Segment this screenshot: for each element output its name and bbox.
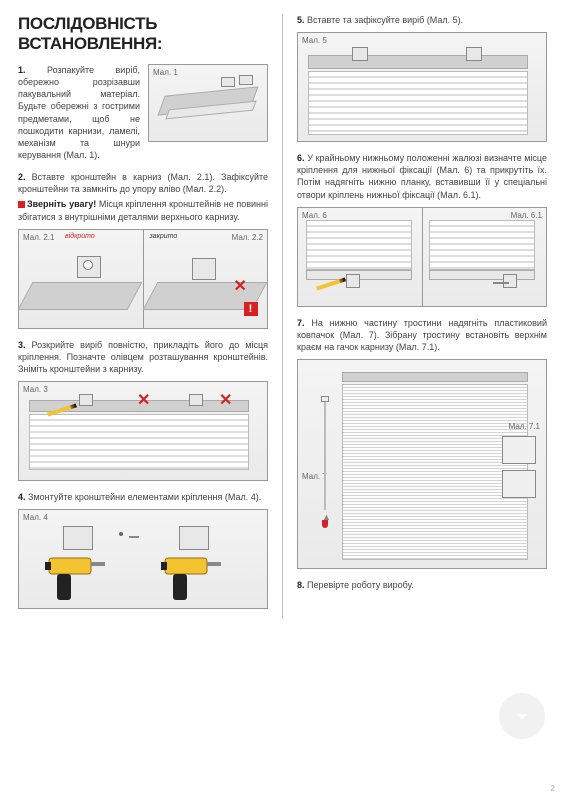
step-2-text: 2. Вставте кронштейн в карниз (Мал. 2.1)… [18,171,268,195]
step-7: 7. На нижню частину тростини надягніть п… [297,317,547,569]
figure-1: Мал. 1 [148,64,268,142]
step-4-text: 4. Змонтуйте кронштейни елементами кріпл… [18,491,268,503]
figure-6-label: Мал. 6 [302,211,327,220]
figure-4: Мал. 4 [18,509,268,609]
warning-icon [18,201,25,208]
step-8-text: 8. Перевірте роботу виробу. [297,579,547,591]
open-label: відкрито [65,233,95,240]
page-title: ПОСЛІДОВНІСТЬ ВСТАНОВЛЕННЯ: [18,14,268,54]
figure-6-left: Мал. 6 [298,208,422,306]
figure-2-2: Мал. 2.2 закрито ✕ ! [143,230,268,328]
step-8: 8. Перевірте роботу виробу. [297,579,547,591]
warning-badge-icon: ! [244,302,258,316]
red-x-icon: ✕ [219,390,232,410]
step-2-warning: Зверніть увагу! Місця кріплення кронштей… [18,198,268,222]
step-3: 3. Розкрийте виріб повністю, прикладіть … [18,339,268,481]
figure-2-1-label: Мал. 2.1 [23,233,54,242]
figure-3-label: Мал. 3 [23,385,48,394]
figure-2-2-label: Мал. 2.2 [232,233,263,242]
step-5-text: 5. Вставте та зафіксуйте виріб (Мал. 5). [297,14,547,26]
right-column: 5. Вставте та зафіксуйте виріб (Мал. 5).… [297,14,547,619]
figure-7-1-label: Мал. 7.1 [509,422,540,431]
figure-5: Мал. 5 [297,32,547,142]
figure-7: Мал. 7.1 Мал. 7 ▲ [297,359,547,569]
figure-1-label: Мал. 1 [153,68,178,77]
wand-icon [324,400,326,510]
figure-5-label: Мал. 5 [302,36,327,45]
figure-6: Мал. 6 Мал. 6.1 [297,207,547,307]
step-7-text: 7. На нижню частину тростини надягніть п… [297,317,547,353]
figure-2: Мал. 2.1 відкрито Мал. 2.2 закрито ✕ ! [18,229,268,329]
step-4: 4. Змонтуйте кронштейни елементами кріпл… [18,491,268,609]
page-number: 2 [551,784,555,793]
step-1: 1. Розпакуйте виріб, обережно розрізавши… [18,64,268,161]
drill-icon [39,552,109,606]
figure-6-1: Мал. 6.1 [422,208,547,306]
figure-6-1-label: Мал. 6.1 [511,211,542,220]
step-6-text: 6. У крайньому нижньому положенні жалюзі… [297,152,547,201]
scroll-down-overlay-icon [499,693,545,739]
page-root: ПОСЛІДОВНІСТЬ ВСТАНОВЛЕННЯ: 1. Розпакуйт… [0,0,565,629]
step-1-text: 1. Розпакуйте виріб, обережно розрізавши… [18,64,140,161]
step-3-text: 3. Розкрийте виріб повністю, прикладіть … [18,339,268,375]
red-x-icon: ✕ [234,276,247,296]
step-5: 5. Вставте та зафіксуйте виріб (Мал. 5).… [297,14,547,142]
figure-2-1: Мал. 2.1 відкрито [19,230,143,328]
drill-icon [155,552,225,606]
step-2: 2. Вставте кронштейн в карниз (Мал. 2.1)… [18,171,268,329]
figure-4-label: Мал. 4 [23,513,48,522]
red-x-icon: ✕ [137,390,150,410]
left-column: ПОСЛІДОВНІСТЬ ВСТАНОВЛЕННЯ: 1. Розпакуйт… [18,14,268,619]
figure-3: Мал. 3 ✕ ✕ [18,381,268,481]
closed-label: закрито [150,233,178,240]
column-divider [282,14,283,619]
step-6: 6. У крайньому нижньому положенні жалюзі… [297,152,547,307]
